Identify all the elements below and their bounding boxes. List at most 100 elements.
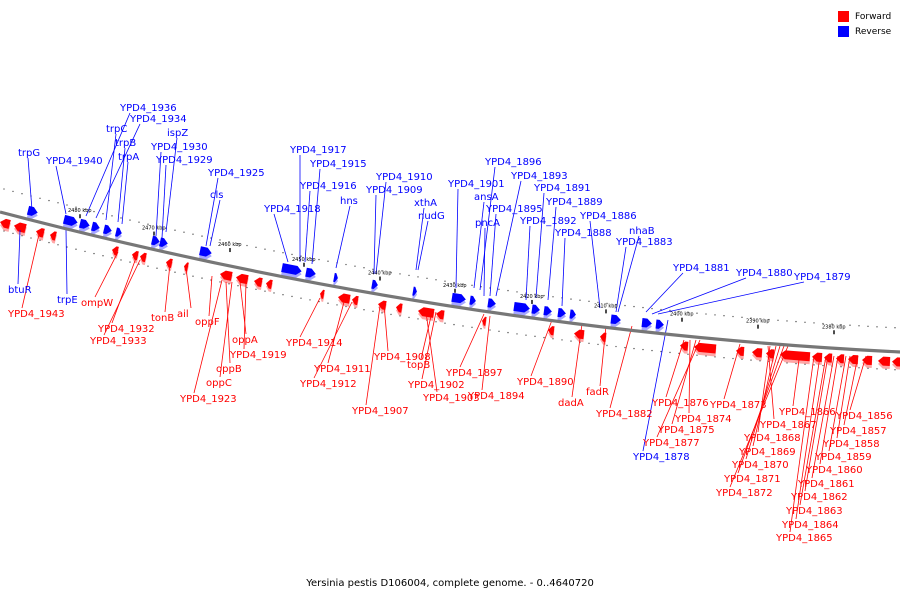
guide-dot — [219, 281, 221, 283]
guide-dot — [876, 368, 878, 370]
gene-arrow-shadow — [281, 266, 302, 278]
guide-dot — [624, 346, 626, 349]
guide-dot — [264, 248, 266, 250]
leader-line — [561, 237, 566, 307]
leader-line — [642, 319, 669, 452]
reverse-gene-label: YPD4_1878 — [632, 452, 690, 463]
reverse-gene-label: YPD4_1888 — [554, 228, 612, 239]
reverse-gene-label: YPD4_1891 — [533, 183, 591, 194]
reverse-gene-label: YPD4_1917 — [289, 145, 347, 156]
forward-gene-arrow — [266, 279, 273, 289]
guide-dot — [93, 252, 95, 255]
guide-dot — [309, 299, 311, 301]
forward-gene-arrow — [574, 329, 585, 340]
gene-arrow-shadow — [112, 249, 119, 259]
guide-dot — [570, 298, 572, 300]
gene-arrow-shadow — [14, 225, 27, 237]
guide-dot — [705, 313, 707, 315]
guide-dot — [120, 217, 122, 219]
leader-line — [811, 355, 835, 479]
guide-dot — [345, 263, 347, 266]
gene-arrow-shadow — [482, 319, 487, 329]
guide-dot — [723, 357, 725, 359]
forward-gene-label: YPD4_1911 — [313, 364, 371, 375]
guide-dot — [516, 291, 518, 293]
gene-arrow-shadow — [371, 282, 378, 292]
guide-dot — [354, 265, 356, 267]
gene-arrow-shadow — [151, 238, 160, 249]
leader-line — [547, 206, 557, 301]
leader-line — [459, 313, 485, 368]
guide-dot — [165, 269, 167, 271]
gene-arrow-shadow — [752, 351, 763, 361]
scale-ticks: 2480 kbp 2470 kbp 2460 kbp 2450 kbp 2440 kbp… — [68, 208, 846, 335]
forward-gene-label: oppB — [216, 364, 242, 375]
reverse-gene-label: YPD4_1880 — [735, 268, 793, 279]
guide-dot — [543, 294, 545, 297]
forward-gene-label: YPD4_1864 — [781, 520, 839, 531]
forward-gene-arrow — [752, 348, 763, 358]
guide-dot — [264, 290, 266, 292]
forward-gene-label: YPD4_1870 — [731, 460, 789, 471]
leader-line — [299, 297, 321, 338]
forward-gene-label: ompW — [81, 298, 113, 309]
guide-dot — [138, 221, 140, 223]
forward-label: Forward — [855, 11, 892, 22]
gene-arrow-shadow — [338, 296, 351, 307]
forward-gene-label: YPD4_1914 — [285, 338, 343, 349]
leader-line — [473, 201, 485, 289]
reverse-gene-label: xthA — [414, 198, 437, 209]
guide-dot — [723, 315, 725, 317]
guide-dot — [507, 289, 509, 292]
guide-dot — [246, 286, 248, 289]
guide-dot — [75, 248, 77, 250]
gene-arrow-shadow — [824, 356, 833, 366]
guide-dot — [660, 308, 662, 311]
guide-dot — [804, 363, 806, 365]
gene-arrow-shadow — [680, 344, 689, 354]
forward-gene-arrow — [862, 355, 873, 366]
leader-line — [819, 355, 839, 465]
leader-line — [657, 281, 805, 315]
forward-gene-arrow — [736, 346, 745, 356]
reverse-gene-arrow — [569, 309, 576, 319]
guide-dot — [120, 259, 122, 261]
forward-gene-label: YPD4_1869 — [738, 447, 796, 458]
guide-dot — [12, 232, 14, 235]
legend: Forward Reverse — [838, 9, 891, 39]
gene-arrow-shadow — [513, 305, 530, 316]
guide-dot — [228, 241, 230, 243]
guide-dot — [129, 261, 131, 263]
leader-line — [375, 181, 387, 275]
leader-line — [17, 229, 21, 285]
guide-dot — [147, 265, 149, 267]
leader-line — [645, 272, 684, 313]
guide-dot — [156, 267, 158, 269]
guide-dot — [786, 362, 788, 364]
leader-line — [789, 355, 815, 533]
scale-tick-label: 2390 kbp — [746, 319, 770, 325]
reverse-gene-arrow — [487, 298, 496, 308]
guide-dot — [714, 314, 716, 316]
gene-arrow-shadow — [412, 289, 417, 299]
guide-dot — [372, 310, 374, 313]
guide-dot — [795, 362, 797, 365]
guide-dot — [687, 353, 689, 356]
genome-backbone — [0, 210, 900, 354]
guide-dot — [633, 305, 635, 308]
scale-tick-label: 2430 kbp — [443, 283, 467, 289]
leader-line — [665, 339, 685, 398]
reverse-gene-arrow — [469, 295, 476, 305]
guide-dot — [300, 255, 302, 257]
guide-dot — [588, 342, 590, 345]
guide-dot — [732, 315, 734, 318]
leader-line — [599, 325, 607, 387]
forward-gene-arrow — [320, 289, 325, 299]
gene-arrow-shadow — [78, 221, 90, 232]
forward-gene-label: YPD4_1865 — [775, 533, 833, 544]
forward-gene-label: YPD4_1897 — [445, 368, 503, 379]
reverse-gene-arrow — [305, 267, 316, 278]
forward-gene-label: YPD4_1890 — [516, 377, 574, 388]
guide-dot — [408, 274, 410, 277]
gene-arrow-shadow — [254, 280, 263, 290]
